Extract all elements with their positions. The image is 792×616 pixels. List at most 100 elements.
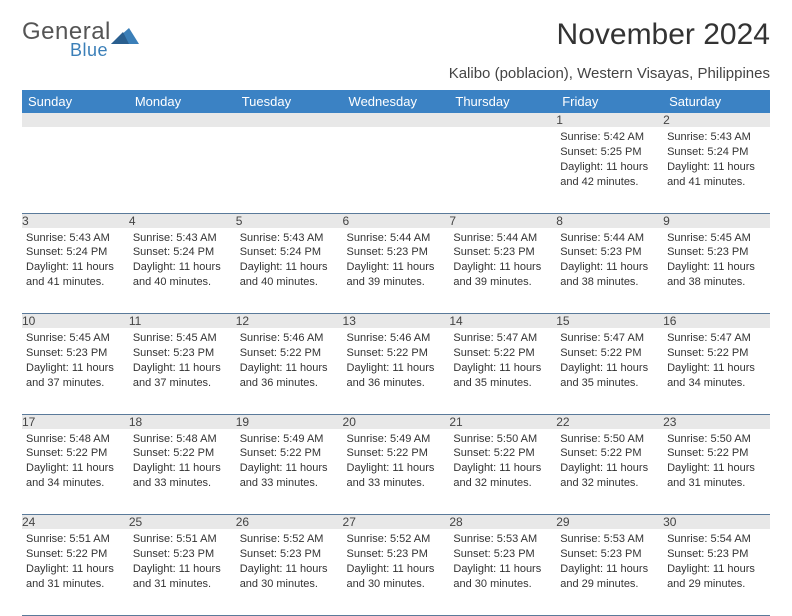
daylight-line: Daylight: 11 hours and 35 minutes. <box>560 361 659 391</box>
daylight-line: Daylight: 11 hours and 29 minutes. <box>560 562 659 592</box>
day-number: 24 <box>22 515 129 530</box>
daytext-row: Sunrise: 5:45 AMSunset: 5:23 PMDaylight:… <box>22 328 770 414</box>
day-cell: Sunrise: 5:49 AMSunset: 5:22 PMDaylight:… <box>343 429 450 515</box>
sunrise-line: Sunrise: 5:53 AM <box>560 532 659 547</box>
day-details: Sunrise: 5:43 AMSunset: 5:24 PMDaylight:… <box>663 127 770 192</box>
day-number: 22 <box>556 414 663 429</box>
day-number: 10 <box>22 314 129 329</box>
day-details: Sunrise: 5:46 AMSunset: 5:22 PMDaylight:… <box>343 328 450 393</box>
daylight-line: Daylight: 11 hours and 37 minutes. <box>133 361 232 391</box>
day-cell: Sunrise: 5:48 AMSunset: 5:22 PMDaylight:… <box>22 429 129 515</box>
sunrise-line: Sunrise: 5:43 AM <box>240 231 339 246</box>
sunrise-line: Sunrise: 5:49 AM <box>240 432 339 447</box>
sunrise-line: Sunrise: 5:51 AM <box>26 532 125 547</box>
sunrise-line: Sunrise: 5:47 AM <box>453 331 552 346</box>
day-cell: Sunrise: 5:53 AMSunset: 5:23 PMDaylight:… <box>449 529 556 615</box>
sunrise-line: Sunrise: 5:50 AM <box>667 432 766 447</box>
day-number: 5 <box>236 213 343 228</box>
daynum-row: 17181920212223 <box>22 414 770 429</box>
weekday-header: Sunday <box>22 90 129 113</box>
day-cell: Sunrise: 5:52 AMSunset: 5:23 PMDaylight:… <box>343 529 450 615</box>
sunset-line: Sunset: 5:23 PM <box>347 245 446 260</box>
sunrise-line: Sunrise: 5:48 AM <box>133 432 232 447</box>
sunset-line: Sunset: 5:23 PM <box>453 245 552 260</box>
day-details: Sunrise: 5:49 AMSunset: 5:22 PMDaylight:… <box>236 429 343 494</box>
day-details: Sunrise: 5:43 AMSunset: 5:24 PMDaylight:… <box>22 228 129 293</box>
sunrise-line: Sunrise: 5:49 AM <box>347 432 446 447</box>
month-title: November 2024 <box>557 18 770 52</box>
logo-triangle-icon <box>111 26 139 46</box>
daytext-row: Sunrise: 5:51 AMSunset: 5:22 PMDaylight:… <box>22 529 770 615</box>
daylight-line: Daylight: 11 hours and 40 minutes. <box>133 260 232 290</box>
daylight-line: Daylight: 11 hours and 36 minutes. <box>240 361 339 391</box>
sunset-line: Sunset: 5:23 PM <box>133 547 232 562</box>
day-number: 15 <box>556 314 663 329</box>
daylight-line: Daylight: 11 hours and 30 minutes. <box>347 562 446 592</box>
day-cell: Sunrise: 5:44 AMSunset: 5:23 PMDaylight:… <box>343 228 450 314</box>
day-number: 7 <box>449 213 556 228</box>
day-cell: Sunrise: 5:50 AMSunset: 5:22 PMDaylight:… <box>449 429 556 515</box>
day-cell: Sunrise: 5:54 AMSunset: 5:23 PMDaylight:… <box>663 529 770 615</box>
daylight-line: Daylight: 11 hours and 37 minutes. <box>26 361 125 391</box>
sunrise-line: Sunrise: 5:47 AM <box>667 331 766 346</box>
day-details: Sunrise: 5:47 AMSunset: 5:22 PMDaylight:… <box>449 328 556 393</box>
day-details: Sunrise: 5:52 AMSunset: 5:23 PMDaylight:… <box>343 529 450 594</box>
weekday-header: Tuesday <box>236 90 343 113</box>
sunrise-line: Sunrise: 5:50 AM <box>453 432 552 447</box>
empty-day-cell <box>22 127 129 213</box>
daylight-line: Daylight: 11 hours and 33 minutes. <box>133 461 232 491</box>
day-cell: Sunrise: 5:43 AMSunset: 5:24 PMDaylight:… <box>129 228 236 314</box>
sunset-line: Sunset: 5:22 PM <box>240 446 339 461</box>
empty-day-cell <box>129 127 236 213</box>
day-number: 23 <box>663 414 770 429</box>
daylight-line: Daylight: 11 hours and 32 minutes. <box>560 461 659 491</box>
sunrise-line: Sunrise: 5:45 AM <box>133 331 232 346</box>
sunset-line: Sunset: 5:22 PM <box>26 446 125 461</box>
weekday-header: Thursday <box>449 90 556 113</box>
sunrise-line: Sunrise: 5:51 AM <box>133 532 232 547</box>
daylight-line: Daylight: 11 hours and 36 minutes. <box>347 361 446 391</box>
sunrise-line: Sunrise: 5:47 AM <box>560 331 659 346</box>
day-details: Sunrise: 5:44 AMSunset: 5:23 PMDaylight:… <box>449 228 556 293</box>
weekday-header: Friday <box>556 90 663 113</box>
day-cell: Sunrise: 5:51 AMSunset: 5:22 PMDaylight:… <box>22 529 129 615</box>
sunset-line: Sunset: 5:23 PM <box>26 346 125 361</box>
day-details: Sunrise: 5:53 AMSunset: 5:23 PMDaylight:… <box>449 529 556 594</box>
day-details: Sunrise: 5:45 AMSunset: 5:23 PMDaylight:… <box>22 328 129 393</box>
sunset-line: Sunset: 5:22 PM <box>240 346 339 361</box>
daylight-line: Daylight: 11 hours and 34 minutes. <box>26 461 125 491</box>
day-cell: Sunrise: 5:45 AMSunset: 5:23 PMDaylight:… <box>663 228 770 314</box>
daylight-line: Daylight: 11 hours and 29 minutes. <box>667 562 766 592</box>
daylight-line: Daylight: 11 hours and 33 minutes. <box>240 461 339 491</box>
empty-daynum <box>343 113 450 127</box>
calendar-table: SundayMondayTuesdayWednesdayThursdayFrid… <box>22 90 770 616</box>
day-number: 26 <box>236 515 343 530</box>
sunset-line: Sunset: 5:23 PM <box>560 547 659 562</box>
day-details: Sunrise: 5:44 AMSunset: 5:23 PMDaylight:… <box>556 228 663 293</box>
day-number: 6 <box>343 213 450 228</box>
day-details: Sunrise: 5:45 AMSunset: 5:23 PMDaylight:… <box>129 328 236 393</box>
day-cell: Sunrise: 5:47 AMSunset: 5:22 PMDaylight:… <box>449 328 556 414</box>
day-details: Sunrise: 5:44 AMSunset: 5:23 PMDaylight:… <box>343 228 450 293</box>
sunset-line: Sunset: 5:22 PM <box>133 446 232 461</box>
day-number: 20 <box>343 414 450 429</box>
sunset-line: Sunset: 5:23 PM <box>560 245 659 260</box>
weekday-header: Wednesday <box>343 90 450 113</box>
day-cell: Sunrise: 5:44 AMSunset: 5:23 PMDaylight:… <box>449 228 556 314</box>
empty-day-cell <box>236 127 343 213</box>
day-number: 28 <box>449 515 556 530</box>
sunset-line: Sunset: 5:23 PM <box>240 547 339 562</box>
day-cell: Sunrise: 5:44 AMSunset: 5:23 PMDaylight:… <box>556 228 663 314</box>
sunrise-line: Sunrise: 5:43 AM <box>26 231 125 246</box>
sunrise-line: Sunrise: 5:43 AM <box>133 231 232 246</box>
day-number: 2 <box>663 113 770 127</box>
sunrise-line: Sunrise: 5:44 AM <box>453 231 552 246</box>
day-details: Sunrise: 5:43 AMSunset: 5:24 PMDaylight:… <box>129 228 236 293</box>
sunrise-line: Sunrise: 5:43 AM <box>667 130 766 145</box>
day-number: 12 <box>236 314 343 329</box>
sunset-line: Sunset: 5:25 PM <box>560 145 659 160</box>
location-text: Kalibo (poblacion), Western Visayas, Phi… <box>22 65 770 82</box>
day-number: 30 <box>663 515 770 530</box>
day-cell: Sunrise: 5:46 AMSunset: 5:22 PMDaylight:… <box>343 328 450 414</box>
daylight-line: Daylight: 11 hours and 31 minutes. <box>667 461 766 491</box>
